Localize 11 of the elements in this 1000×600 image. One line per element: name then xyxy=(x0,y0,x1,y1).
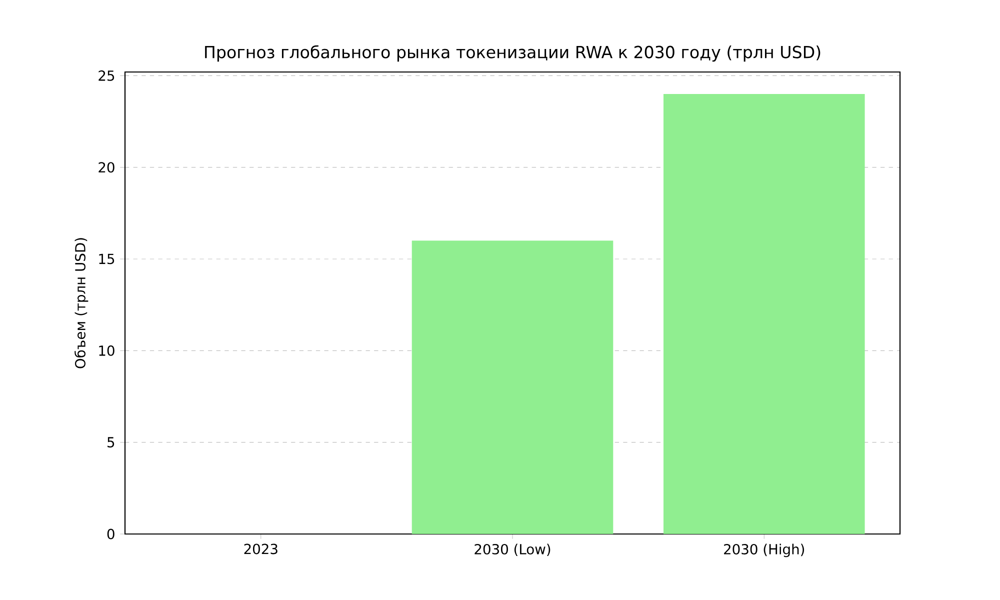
y-axis-title: Объем (трлн USD) xyxy=(74,238,88,368)
y-tick-label: 10 xyxy=(99,345,114,356)
x-tick-label: 2023 xyxy=(244,544,278,554)
y-tick-label: 20 xyxy=(98,162,114,173)
y-tick-label: 5 xyxy=(108,437,114,448)
x-tick-label: 2030 (High) xyxy=(724,544,804,558)
chart-title: Прогноз глобального рынка токенизации RWA к 2030 году (трлн USD) xyxy=(205,45,820,62)
y-tick-label: 25 xyxy=(98,70,114,81)
y-tick-label: 0 xyxy=(107,528,114,540)
y-tick-label: 15 xyxy=(99,254,114,264)
x-tick-label: 2030 (Low) xyxy=(474,544,550,556)
